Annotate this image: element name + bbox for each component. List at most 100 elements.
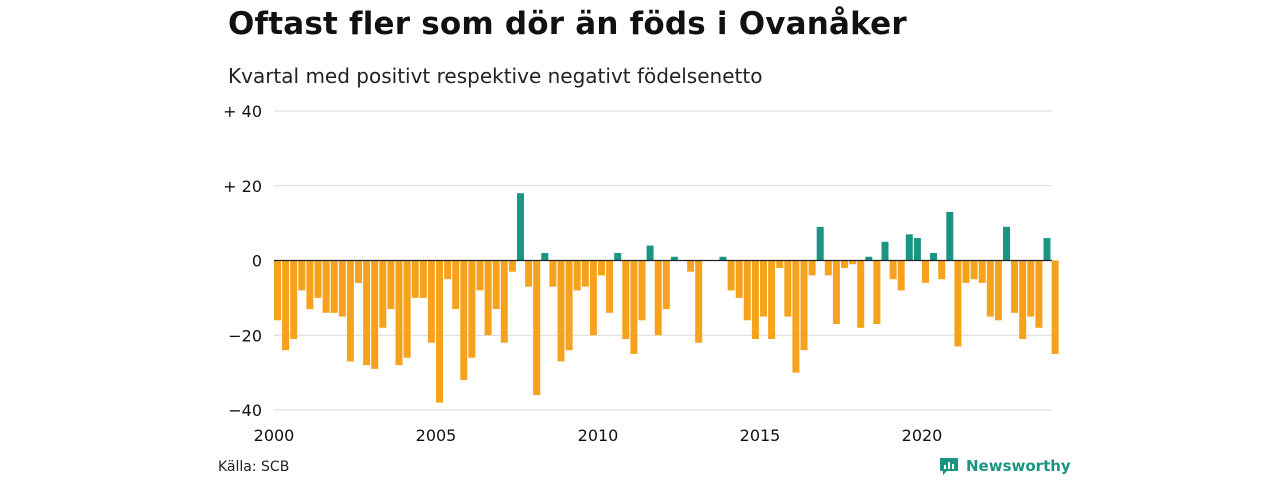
bar-negative	[371, 260, 379, 369]
bar-negative	[954, 260, 962, 347]
bar-negative	[687, 260, 695, 272]
bar-negative	[630, 260, 638, 354]
bar-negative	[638, 260, 646, 321]
bar-negative	[403, 260, 411, 358]
bar-negative	[873, 260, 881, 325]
bar-negative	[525, 260, 533, 287]
bar-positive	[1003, 226, 1010, 261]
bar-positive	[1043, 238, 1051, 261]
bar-negative	[330, 260, 338, 313]
bar-positive	[646, 245, 654, 261]
bar-negative	[290, 260, 298, 339]
y-tick-label: 0	[252, 252, 262, 271]
chart-subtitle: Kvartal med positivt respektive negativt…	[228, 64, 763, 88]
bar-negative	[800, 260, 808, 351]
bar-positive	[865, 256, 873, 261]
bar-negative	[768, 260, 776, 339]
bar-positive	[719, 256, 727, 261]
x-tick-label: 2010	[578, 426, 619, 445]
bar-negative	[500, 260, 508, 343]
bar-positive	[816, 226, 824, 261]
bar-negative	[355, 260, 362, 283]
y-axis-ticks: + 40 + 20 0 −20 −40	[223, 102, 262, 420]
bar-negative	[387, 260, 395, 310]
bar-negative	[897, 260, 905, 291]
bar-negative	[994, 260, 1002, 321]
source-note: Källa: SCB	[218, 459, 290, 475]
y-tick-label: −40	[228, 401, 262, 420]
bar-negative	[460, 260, 468, 381]
bar-negative	[492, 260, 500, 310]
bar-negative	[306, 260, 314, 310]
bar-negative	[533, 260, 541, 396]
bar-negative	[589, 260, 597, 336]
bar-negative	[484, 260, 492, 336]
bar-negative	[824, 260, 832, 276]
bar-negative	[508, 260, 516, 272]
bar-negative	[436, 260, 443, 403]
bar-negative	[751, 260, 759, 339]
bar-negative	[314, 260, 322, 298]
bar-positive	[946, 211, 954, 261]
bar-negative	[476, 260, 484, 291]
bar-negative	[557, 260, 565, 362]
bar-negative	[727, 260, 735, 291]
bar-negative	[841, 260, 848, 268]
y-tick-label: + 40	[223, 102, 262, 121]
bar-negative	[549, 260, 557, 287]
bar-negative	[792, 260, 800, 373]
bar-negative	[565, 260, 573, 351]
bar-negative	[986, 260, 994, 317]
bar-positive	[881, 241, 889, 261]
bar-negative	[1011, 260, 1019, 313]
bar-positive	[930, 253, 938, 261]
bar-negative	[808, 260, 816, 276]
bar-negative	[695, 260, 703, 343]
bar-negative	[322, 260, 330, 313]
bar-negative	[776, 260, 784, 268]
bar-negative	[573, 260, 581, 291]
x-tick-label: 2005	[416, 426, 457, 445]
bar-positive	[517, 193, 524, 261]
bar-negative	[338, 260, 346, 317]
bar-negative	[468, 260, 476, 358]
bar-negative	[452, 260, 460, 310]
chart-title: Oftast fler som dör än föds i Ovanåker	[228, 6, 907, 42]
bar-negative	[622, 260, 630, 339]
bar-negative	[970, 260, 978, 280]
bar-negative	[1027, 260, 1035, 317]
bar-negative	[411, 260, 419, 298]
x-tick-label: 2020	[902, 426, 943, 445]
bar-negative	[581, 260, 589, 287]
bar-positive	[670, 256, 678, 261]
bar-negative	[598, 260, 605, 276]
bar-negative	[1051, 260, 1059, 354]
bars	[274, 193, 1059, 403]
bar-negative	[889, 260, 897, 280]
bar-negative	[444, 260, 452, 280]
y-tick-label: −20	[228, 326, 262, 345]
bar-negative	[832, 260, 840, 325]
bar-negative	[606, 260, 614, 313]
bar-negative	[298, 260, 306, 291]
y-tick-label: + 20	[223, 177, 262, 196]
bar-negative	[395, 260, 403, 366]
gridlines	[274, 110, 1052, 411]
bar-positive	[913, 238, 921, 261]
bar-negative	[857, 260, 865, 328]
bar-negative	[938, 260, 946, 280]
bar-negative	[427, 260, 435, 343]
x-axis-ticks: 2000 2005 2010 2015 2020	[254, 426, 943, 445]
bar-negative	[743, 260, 751, 321]
bar-negative	[346, 260, 354, 362]
bar-negative	[735, 260, 743, 298]
bar-positive	[541, 253, 549, 261]
bar-negative	[1019, 260, 1027, 339]
bar-negative	[962, 260, 970, 283]
x-tick-label: 2000	[254, 426, 295, 445]
brand-name: Newsworthy	[966, 457, 1071, 475]
bar-negative	[784, 260, 792, 317]
bar-negative	[760, 260, 767, 317]
bar-negative	[419, 260, 427, 298]
